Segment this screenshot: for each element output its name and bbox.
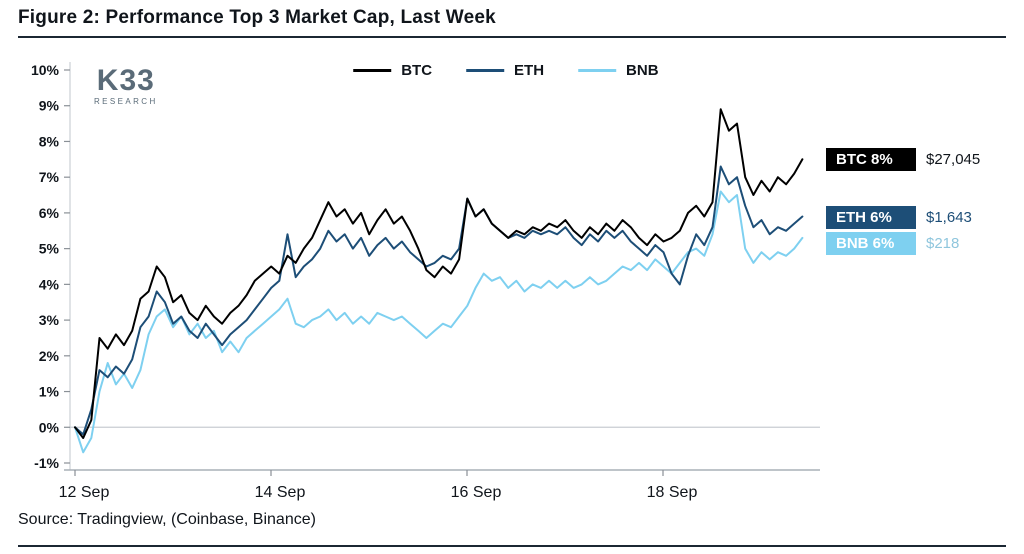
legend-label-eth: ETH bbox=[514, 62, 545, 79]
svg-text:9%: 9% bbox=[39, 98, 60, 114]
svg-text:12 Sep: 12 Sep bbox=[59, 484, 110, 501]
logo-wordmark: K33 bbox=[96, 64, 155, 97]
legend-item-eth: ETH bbox=[466, 62, 544, 79]
title-divider bbox=[18, 36, 1006, 38]
svg-text:2%: 2% bbox=[39, 348, 60, 364]
annotation-bnb: BNB 6% $218 bbox=[826, 231, 959, 255]
svg-text:6%: 6% bbox=[39, 205, 60, 221]
svg-text:16 Sep: 16 Sep bbox=[451, 484, 502, 501]
svg-text:-1%: -1% bbox=[34, 455, 59, 471]
legend-item-btc: BTC bbox=[353, 62, 432, 79]
bnb-line-swatch bbox=[578, 69, 617, 72]
bnb-price-label: $218 bbox=[926, 234, 960, 252]
k33-research-logo: K33 RESEARCH bbox=[94, 66, 158, 106]
btc-line-swatch bbox=[353, 69, 392, 72]
eth-end-badge: ETH 6% bbox=[826, 205, 916, 229]
btc-price-label: $27,045 bbox=[926, 150, 981, 168]
figure-title: Figure 2: Performance Top 3 Market Cap, … bbox=[18, 7, 496, 28]
svg-text:5%: 5% bbox=[39, 241, 60, 257]
chart-legend: BTC ETH BNB bbox=[353, 62, 659, 79]
eth-price-label: $1,643 bbox=[926, 208, 972, 226]
svg-text:3%: 3% bbox=[39, 312, 60, 328]
bnb-end-badge: BNB 6% bbox=[826, 231, 916, 255]
btc-end-badge: BTC 8% bbox=[826, 147, 916, 171]
annotation-eth: ETH 6% $1,643 bbox=[826, 205, 972, 229]
legend-item-bnb: BNB bbox=[578, 62, 659, 79]
legend-label-bnb: BNB bbox=[626, 62, 659, 79]
svg-text:8%: 8% bbox=[39, 133, 60, 149]
svg-text:1%: 1% bbox=[39, 384, 60, 400]
eth-line-swatch bbox=[466, 69, 505, 72]
legend-label-btc: BTC bbox=[401, 62, 433, 79]
svg-text:4%: 4% bbox=[39, 276, 60, 292]
bottom-divider bbox=[18, 545, 1006, 547]
svg-text:10%: 10% bbox=[31, 62, 60, 78]
logo-subtitle: RESEARCH bbox=[94, 97, 158, 106]
svg-text:14 Sep: 14 Sep bbox=[255, 484, 306, 501]
svg-text:0%: 0% bbox=[39, 419, 60, 435]
svg-text:7%: 7% bbox=[39, 169, 60, 185]
svg-text:18 Sep: 18 Sep bbox=[647, 484, 698, 501]
source-note: Source: Tradingview, (Coinbase, Binance) bbox=[18, 511, 316, 528]
annotation-btc: BTC 8% $27,045 bbox=[826, 147, 980, 171]
